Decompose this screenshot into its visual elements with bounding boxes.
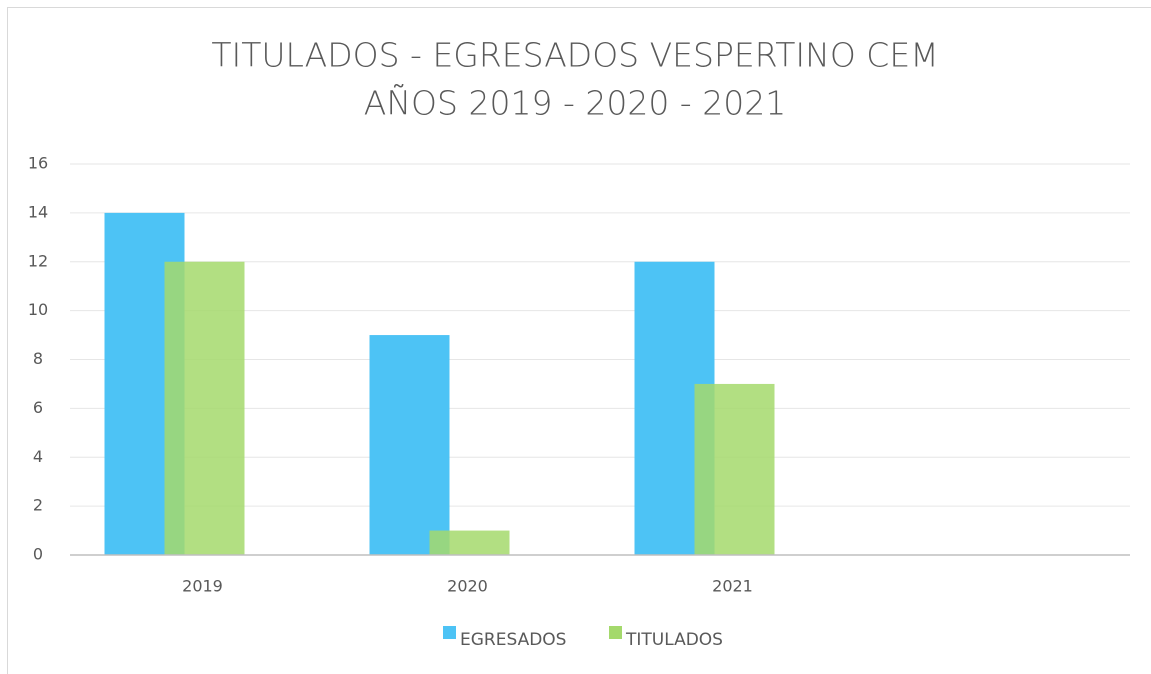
y-tick-label: 2 [33, 496, 43, 515]
y-tick-label: 8 [33, 349, 43, 368]
bar [429, 530, 510, 555]
y-tick-label: 0 [33, 545, 43, 564]
legend-swatch [443, 626, 456, 639]
y-tick-label: 4 [33, 447, 43, 466]
legend-swatch [609, 626, 622, 639]
chart-title: TITULADOS - EGRESADOS VESPERTINO CEM [211, 36, 938, 75]
legend-label: TITULADOS [625, 630, 723, 650]
legend-label: EGRESADOS [460, 630, 566, 650]
x-tick-label: 2021 [712, 577, 753, 596]
chart-title: AÑOS 2019 - 2020 - 2021 [364, 84, 786, 123]
y-tick-label: 10 [28, 300, 48, 319]
y-tick-label: 14 [28, 202, 48, 221]
bar [694, 383, 775, 555]
bar [164, 261, 245, 555]
x-tick-label: 2019 [182, 577, 223, 596]
x-tick-label: 2020 [447, 577, 488, 596]
bar [369, 335, 450, 555]
y-tick-label: 12 [28, 251, 48, 270]
y-tick-label: 16 [28, 154, 48, 173]
y-tick-label: 6 [33, 398, 43, 417]
